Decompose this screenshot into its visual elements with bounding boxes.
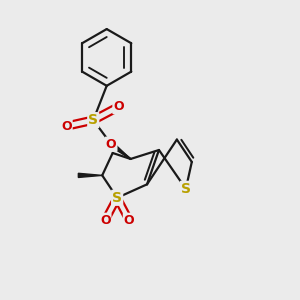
Text: S: S [112,191,122,205]
Text: O: O [113,100,124,113]
Text: O: O [61,120,72,133]
Text: S: S [88,113,98,127]
Text: S: S [181,182,191,196]
Text: O: O [100,214,110,227]
Text: O: O [124,214,134,227]
Polygon shape [78,173,102,178]
Text: O: O [106,137,116,151]
Polygon shape [110,142,130,159]
